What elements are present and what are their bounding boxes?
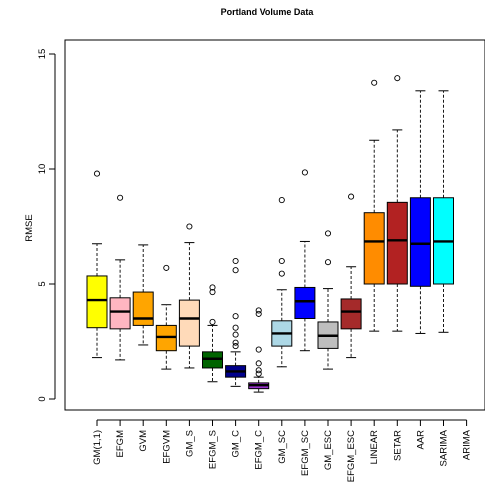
outlier-0 xyxy=(93,170,101,177)
outlier-6 xyxy=(232,257,239,265)
x-tick-label-0: GM(1,1) xyxy=(92,430,103,465)
x-tick-label-10: GM_ESC xyxy=(323,430,334,470)
box-11 xyxy=(340,193,362,359)
outlier-0 xyxy=(255,370,262,377)
x-tick-label-12: LINEAR xyxy=(369,430,380,464)
outlier-3 xyxy=(232,324,239,331)
x-tick-label-9: EFGM_SC xyxy=(300,430,311,476)
y-tick-label-3: 15 xyxy=(37,49,48,60)
box-9 xyxy=(294,169,316,352)
outlier-2 xyxy=(255,360,262,367)
box-body xyxy=(294,286,316,320)
outlier-4 xyxy=(232,313,239,320)
x-tick-label-11: EFGM_ESC xyxy=(346,430,357,482)
box-10 xyxy=(317,230,339,370)
outlier-1 xyxy=(255,367,262,374)
outlier-0 xyxy=(278,270,285,277)
outlier-1 xyxy=(324,230,332,237)
outlier-0 xyxy=(371,79,378,86)
box-15 xyxy=(433,90,454,333)
box-body xyxy=(132,291,154,326)
x-tick-label-6: GM_C xyxy=(231,430,242,458)
x-axis: GM(1,1) EFGM GVM EFGVM GM_S EFGM_S GM_C EFGM_C G… xyxy=(92,419,473,482)
outlier-1 xyxy=(278,257,285,265)
box-body xyxy=(109,297,131,330)
outlier-0 xyxy=(163,264,170,271)
box-7 xyxy=(248,307,270,393)
outlier-1 xyxy=(232,339,239,346)
outlier-5 xyxy=(232,267,239,274)
x-tick-label-3: EFGVM xyxy=(161,430,172,464)
x-tick-label-16: ARIMA xyxy=(462,429,473,460)
box-1 xyxy=(109,194,131,361)
box-3 xyxy=(155,264,177,370)
box-body xyxy=(178,299,200,347)
x-tick-label-13: SETAR xyxy=(392,430,403,461)
outlier-0 xyxy=(348,193,355,200)
outlier-0 xyxy=(324,259,332,266)
outlier-0 xyxy=(117,194,124,201)
y-axis-label: RMSE xyxy=(24,214,35,241)
y-axis: 0 5 10 15 xyxy=(37,49,56,402)
box-12 xyxy=(363,79,385,332)
x-tick-label-4: GM_S xyxy=(184,430,195,457)
box-14 xyxy=(409,90,431,334)
outlier-2 xyxy=(232,331,239,338)
x-tick-label-15: SARIMA xyxy=(439,429,450,466)
outlier-0 xyxy=(301,169,308,176)
outlier-2 xyxy=(209,318,216,326)
outlier-1 xyxy=(209,284,216,291)
box-body xyxy=(409,197,431,287)
box-4 xyxy=(178,223,200,369)
boxes xyxy=(86,75,454,393)
chart-title: Portland Volume Data xyxy=(221,7,315,17)
x-tick-label-8: GM_SC xyxy=(277,430,288,464)
box-0 xyxy=(86,170,108,359)
outlier-0 xyxy=(394,75,401,82)
box-body xyxy=(363,212,385,285)
y-tick-label-0: 0 xyxy=(37,396,48,401)
plot-frame xyxy=(64,39,485,411)
x-tick-label-2: GVM xyxy=(138,430,149,452)
outlier-0 xyxy=(232,343,239,350)
outlier-3 xyxy=(255,346,262,353)
x-tick-label-14: AAR xyxy=(415,430,426,450)
box-5 xyxy=(202,284,223,383)
box-2 xyxy=(132,244,154,346)
outlier-0 xyxy=(186,223,193,230)
y-tick-label-1: 5 xyxy=(37,281,48,286)
box-6 xyxy=(225,257,247,387)
box-8 xyxy=(271,196,293,368)
y-tick-label-2: 10 xyxy=(37,164,48,175)
box-body xyxy=(386,201,408,285)
box-body xyxy=(340,298,362,330)
outlier-5 xyxy=(255,307,262,314)
outlier-0 xyxy=(209,288,216,296)
box-13 xyxy=(386,75,408,332)
outlier-4 xyxy=(255,310,262,317)
box-body xyxy=(86,275,108,329)
x-tick-label-5: EFGM_S xyxy=(208,430,219,469)
x-tick-label-1: EFGM xyxy=(115,430,126,458)
outlier-2 xyxy=(278,196,285,204)
x-tick-label-7: EFGM_C xyxy=(254,430,265,470)
